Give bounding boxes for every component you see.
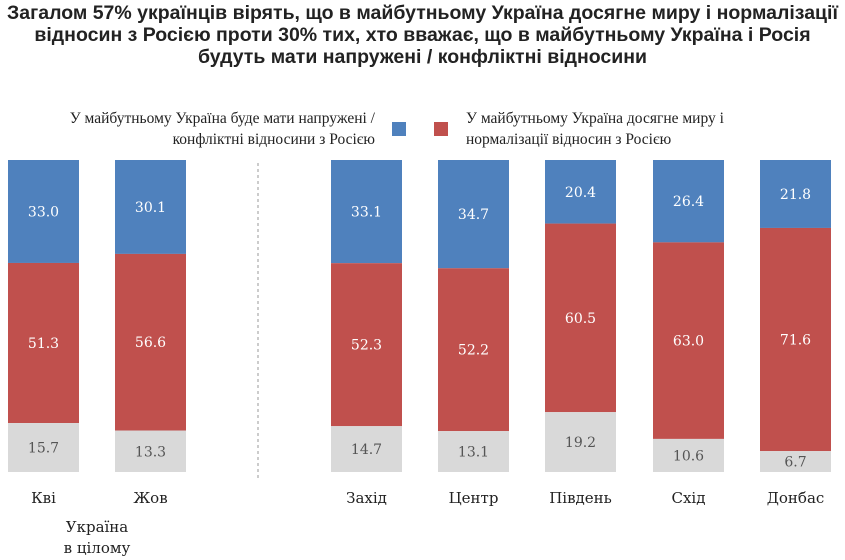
data-label: 14.7 [351,442,382,458]
category-label: Кві [31,489,56,507]
bar-segment-1 [545,223,616,413]
bar-segment-0 [115,160,186,254]
category-label: Південь [549,489,612,507]
bar-segment-1 [115,253,186,431]
bar-segment-0 [331,160,402,264]
data-label: 34.7 [458,207,489,223]
data-label: 26.4 [673,194,704,210]
data-label: 63.0 [673,334,704,350]
bar-segment-2 [760,451,831,472]
bar-segment-0 [760,160,831,228]
category-label: Схід [672,489,706,507]
bar-segment-1 [8,262,79,424]
legend-label-conflict: У майбутньому Україна буде мати напружен… [69,110,375,148]
data-label: 56.6 [135,335,166,351]
legend-swatch-peace [434,122,448,136]
category-label: Захід [346,489,387,507]
bar-segment-0 [545,160,616,224]
data-label: 13.1 [458,445,489,461]
data-label: 6.7 [784,455,806,471]
data-label: 60.5 [565,311,596,327]
category-label: Центр [449,489,499,507]
data-label: 52.3 [351,338,382,354]
data-label: 20.4 [565,185,596,201]
bar-segment-2 [438,431,509,472]
legend-swatch-conflict [392,122,406,136]
data-label: 13.3 [135,444,166,460]
category-label: Жов [133,489,167,507]
bar-segment-1 [653,242,724,439]
data-label: 21.8 [780,187,811,203]
data-label: 30.1 [135,200,166,216]
chart-title: Загалом 57% українців вірять, що в майбу… [7,2,838,68]
bar-segment-2 [545,412,616,472]
bar-segment-1 [438,268,509,432]
data-label: 15.7 [28,441,59,457]
bar-segment-0 [653,160,724,243]
data-label: 33.0 [28,204,59,220]
data-label: 19.2 [565,435,596,451]
category-label: Донбас [767,489,825,507]
data-label: 51.3 [28,336,59,352]
bar-segment-2 [331,426,402,472]
bar-segment-2 [8,423,79,472]
bar-segment-1 [331,263,402,427]
bar-segment-0 [438,160,509,269]
bar-segment-2 [115,430,186,472]
bar-segment-1 [760,227,831,452]
group-label-line2: в цілому [64,539,131,557]
data-label: 52.2 [458,343,489,359]
bar-segment-0 [8,160,79,263]
group-label: Україна [66,518,129,536]
data-label: 33.1 [351,205,382,221]
legend-label-peace: У майбутньому Україна досягне миру і нор… [466,110,724,148]
data-label: 71.6 [780,333,811,349]
data-label: 10.6 [673,448,704,464]
bar-segment-2 [653,438,724,472]
